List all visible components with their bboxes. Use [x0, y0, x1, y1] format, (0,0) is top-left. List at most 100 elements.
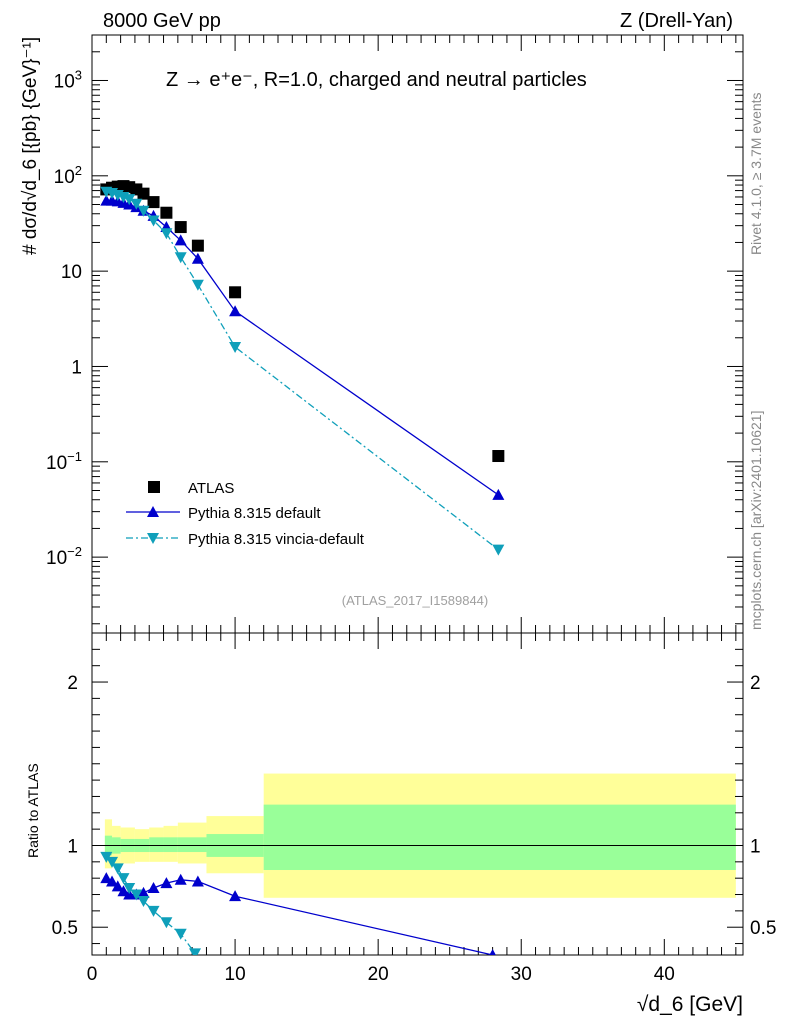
main-data-point — [174, 252, 187, 264]
main-data-point — [147, 196, 160, 209]
mcplots-side-label: mcplots.cern.ch [arXiv:2401.10621] — [748, 411, 764, 630]
tick-exponent: 2 — [75, 163, 82, 178]
x-tick-label: 10 — [225, 964, 246, 985]
ratio-y-tick-label-right: 2 — [750, 673, 761, 694]
x-axis-label: √d_6 [GeV] — [637, 993, 743, 1016]
main-y-tick-label: 10 — [61, 262, 82, 283]
main-series-0 — [100, 180, 505, 463]
ratio-data-point — [111, 863, 124, 875]
main-data-point — [160, 228, 173, 240]
main-data-point — [174, 221, 187, 234]
main-data-point — [229, 342, 242, 354]
ratio-data-point — [106, 875, 119, 887]
x-tick-label: 40 — [654, 964, 675, 985]
main-series-2 — [100, 186, 505, 556]
legend-marker-pythia-vincia — [147, 533, 159, 544]
main-series-line — [106, 199, 499, 496]
main-axis-ticks — [91, 34, 743, 633]
ratio-y-axis-label: Ratio to ATLAS — [25, 763, 41, 858]
main-data-point — [174, 234, 187, 246]
rivet-side-label: Rivet 4.1.0, ≥ 3.7M events — [748, 92, 764, 255]
plot-title: Z → e⁺e⁻, R=1.0, charged and neutral par… — [166, 69, 587, 91]
ratio-data-point — [189, 948, 202, 955]
ratio-data-point — [137, 886, 150, 898]
ratio-data-point — [191, 875, 204, 887]
main-series-line — [106, 191, 499, 551]
main-y-tick-label: 103 — [54, 67, 82, 92]
ratio-data-point — [100, 872, 113, 884]
ratio-data-point — [489, 949, 496, 955]
ratio-band-segment — [263, 804, 736, 871]
ratio-y-tick-label-left: 1 — [67, 836, 78, 857]
ratio-data-point — [123, 882, 136, 894]
ratio-data-point — [117, 885, 130, 897]
ratio-data-point — [106, 856, 119, 868]
main-series-1 — [100, 194, 505, 500]
tick-exponent: 3 — [75, 67, 82, 82]
legend-label-pythia-vincia: Pythia 8.315 vincia-default — [188, 531, 365, 548]
ratio-series-line — [105, 856, 196, 954]
ratio-data-point — [117, 873, 130, 885]
ratio-band-segment — [149, 837, 164, 853]
x-tick-label: 30 — [511, 964, 532, 985]
ratio-plot-frame — [91, 632, 744, 956]
ratio-series-layer — [100, 851, 496, 955]
x-tick-label: 0 — [87, 964, 98, 985]
ratio-y-tick-label-right: 1 — [750, 836, 761, 857]
ratio-band-segment — [163, 837, 178, 853]
x-tick-labels: 0 10 20 30 40 — [87, 964, 675, 985]
ratio-data-point — [147, 881, 160, 893]
legend-label-pythia-default: Pythia 8.315 default — [188, 505, 321, 522]
ratio-axis-ticks — [91, 633, 743, 955]
ratio-y-tick-labels: 0.5 0.5 1 1 2 2 — [52, 673, 777, 939]
main-data-point — [147, 215, 160, 227]
main-y-tick-label: 10−1 — [46, 449, 82, 474]
ratio-data-point — [111, 880, 124, 892]
ratio-data-point — [147, 905, 160, 917]
main-data-point — [492, 544, 505, 556]
analysis-watermark: (ATLAS_2017_I1589844) — [342, 593, 488, 608]
main-data-point — [123, 194, 136, 206]
main-data-point — [229, 286, 242, 299]
main-y-axis-label: # dσ/d√d_6 [{pb} {GeV}⁻¹] — [20, 37, 41, 255]
main-data-point — [492, 450, 505, 463]
ratio-data-point — [130, 889, 143, 901]
ratio-y-tick-label-right: 0.5 — [750, 918, 776, 939]
main-data-point — [160, 206, 173, 219]
ratio-data-point — [160, 917, 173, 929]
main-y-tick-label: 10−2 — [46, 544, 82, 569]
ratio-series-0 — [100, 872, 496, 955]
main-y-tick-label: 102 — [54, 163, 82, 188]
main-data-point — [191, 279, 204, 291]
ratio-series-1 — [100, 851, 202, 955]
main-data-point — [130, 198, 143, 210]
ratio-y-tick-label-left: 2 — [67, 673, 78, 694]
ratio-data-point — [229, 890, 242, 902]
ratio-uncertainty-bands — [104, 773, 736, 898]
ratio-y-tick-label-left: 0.5 — [52, 918, 78, 939]
ratio-band-segment — [177, 837, 207, 853]
main-data-point — [492, 488, 505, 500]
ratio-data-point — [174, 928, 187, 940]
tick-exponent: −1 — [67, 449, 82, 464]
main-y-tick-label: 1 — [71, 357, 82, 378]
x-tick-label: 20 — [368, 964, 389, 985]
legend-marker-atlas — [148, 481, 160, 493]
tick-exponent: −2 — [67, 544, 82, 559]
ratio-data-point — [160, 877, 173, 889]
ratio-data-point — [100, 851, 113, 863]
ratio-data-point — [174, 873, 187, 885]
main-data-point — [191, 252, 204, 264]
legend-label-atlas: ATLAS — [188, 480, 234, 497]
header-right-label: Z (Drell-Yan) — [620, 10, 733, 32]
main-data-point — [229, 305, 242, 317]
main-data-point — [191, 239, 204, 252]
ratio-data-point — [137, 896, 150, 908]
legend: ATLAS Pythia 8.315 default Pythia 8.315 … — [126, 480, 365, 548]
legend-marker-pythia-default — [147, 506, 159, 517]
header-left-label: 8000 GeV pp — [103, 10, 221, 32]
main-data-point — [137, 187, 150, 200]
main-data-point — [137, 205, 150, 217]
